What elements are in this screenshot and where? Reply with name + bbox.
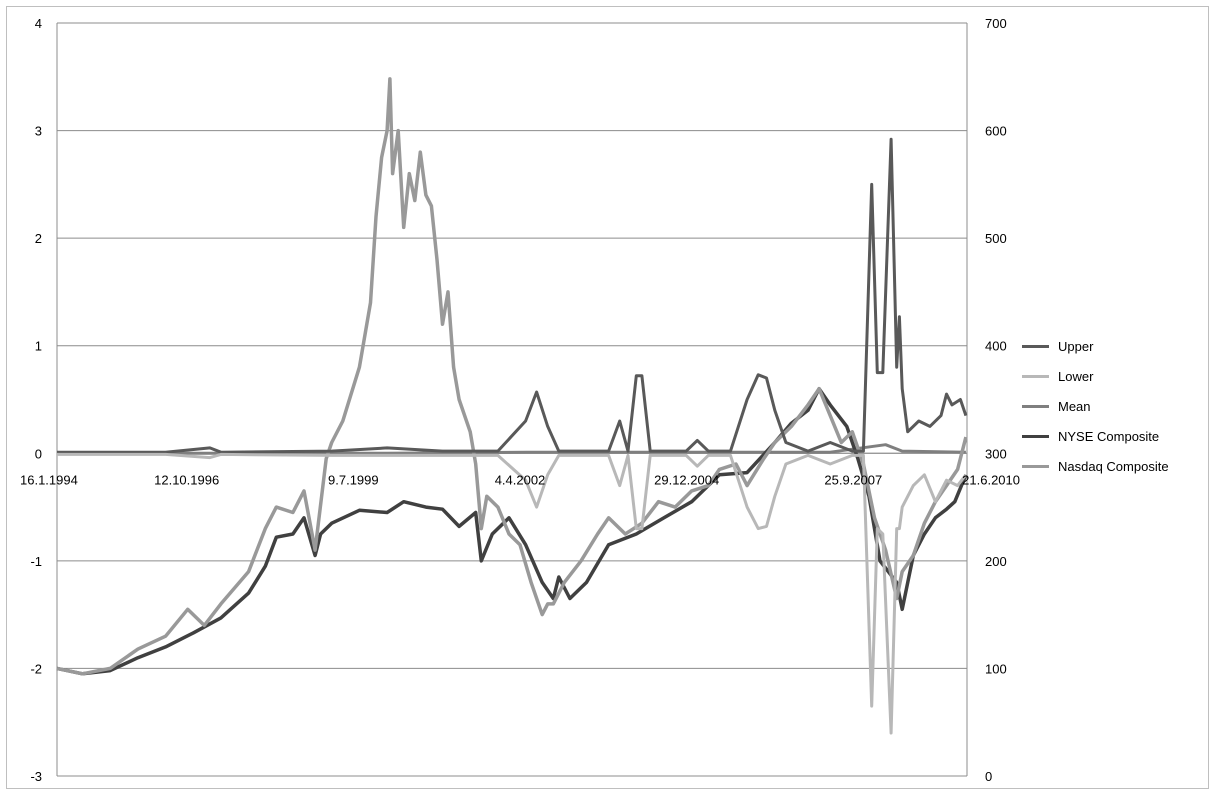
y-right-tick-label: 700	[985, 16, 1007, 31]
series-line-nasdaq-composite	[56, 77, 968, 676]
legend-label: Nasdaq Composite	[1058, 458, 1169, 474]
y-left-tick-label: 2	[35, 231, 42, 246]
legend-item: Nasdaq Composite	[1022, 451, 1202, 481]
x-tick-label: 29.12.2004	[654, 472, 719, 487]
y-right-tick-label: 200	[985, 554, 1007, 569]
y-left-tick-label: -2	[30, 661, 42, 676]
y-left-tick-label: 4	[35, 16, 42, 31]
y-left-tick-label: 3	[35, 124, 42, 139]
x-tick-label: 25.9.2007	[824, 472, 882, 487]
y-right-tick-label: 0	[985, 769, 992, 784]
legend-label: Lower	[1058, 368, 1094, 384]
gridlines	[57, 22, 967, 777]
legend-swatch	[1022, 344, 1049, 348]
y-right-tick-label: 600	[985, 124, 1007, 139]
legend-swatch	[1022, 404, 1049, 408]
legend: Upper Lower Mean NYSE Composite Nasdaq Compo…	[1022, 331, 1202, 481]
series-line-mean	[57, 443, 966, 455]
legend-item: NYSE Composite	[1022, 421, 1202, 451]
legend-item: Mean	[1022, 391, 1202, 421]
legend-label: Upper	[1058, 338, 1094, 354]
tick-labels: 4 700 3 600 2 500 1 400 0 300 -1 200 -2 100 -3 0 16.1.19…	[20, 16, 1020, 784]
y-right-tick-label: 500	[985, 231, 1007, 246]
y-left-tick-label: -1	[30, 554, 42, 569]
x-tick-label: 9.7.1999	[328, 472, 379, 487]
chart-area	[6, 6, 1209, 789]
legend-label: NYSE Composite	[1058, 428, 1160, 444]
x-tick-label: 21.6.2010	[962, 472, 1020, 487]
legend-swatch	[1022, 464, 1049, 468]
legend-item: Upper	[1022, 331, 1202, 361]
y-left-tick-label: 1	[35, 339, 42, 354]
legend-item: Lower	[1022, 361, 1202, 391]
y-left-tick-label: 0	[35, 446, 42, 461]
legend-label: Mean	[1058, 398, 1091, 414]
x-tick-label: 12.10.1996	[154, 472, 219, 487]
y-left-tick-label: -3	[30, 769, 42, 784]
x-tick-label: 16.1.1994	[20, 472, 78, 487]
y-right-tick-label: 100	[985, 661, 1007, 676]
y-right-tick-label: 300	[985, 446, 1007, 461]
y-right-tick-label: 400	[985, 339, 1007, 354]
series-line-nyse-composite	[56, 386, 968, 676]
legend-swatch	[1022, 374, 1049, 378]
x-tick-label: 4.4.2002	[495, 472, 546, 487]
series-line-upper	[57, 137, 968, 454]
legend-swatch	[1022, 434, 1049, 438]
axes	[56, 23, 968, 776]
series-line-lower	[57, 452, 968, 735]
series-layer	[56, 77, 968, 735]
